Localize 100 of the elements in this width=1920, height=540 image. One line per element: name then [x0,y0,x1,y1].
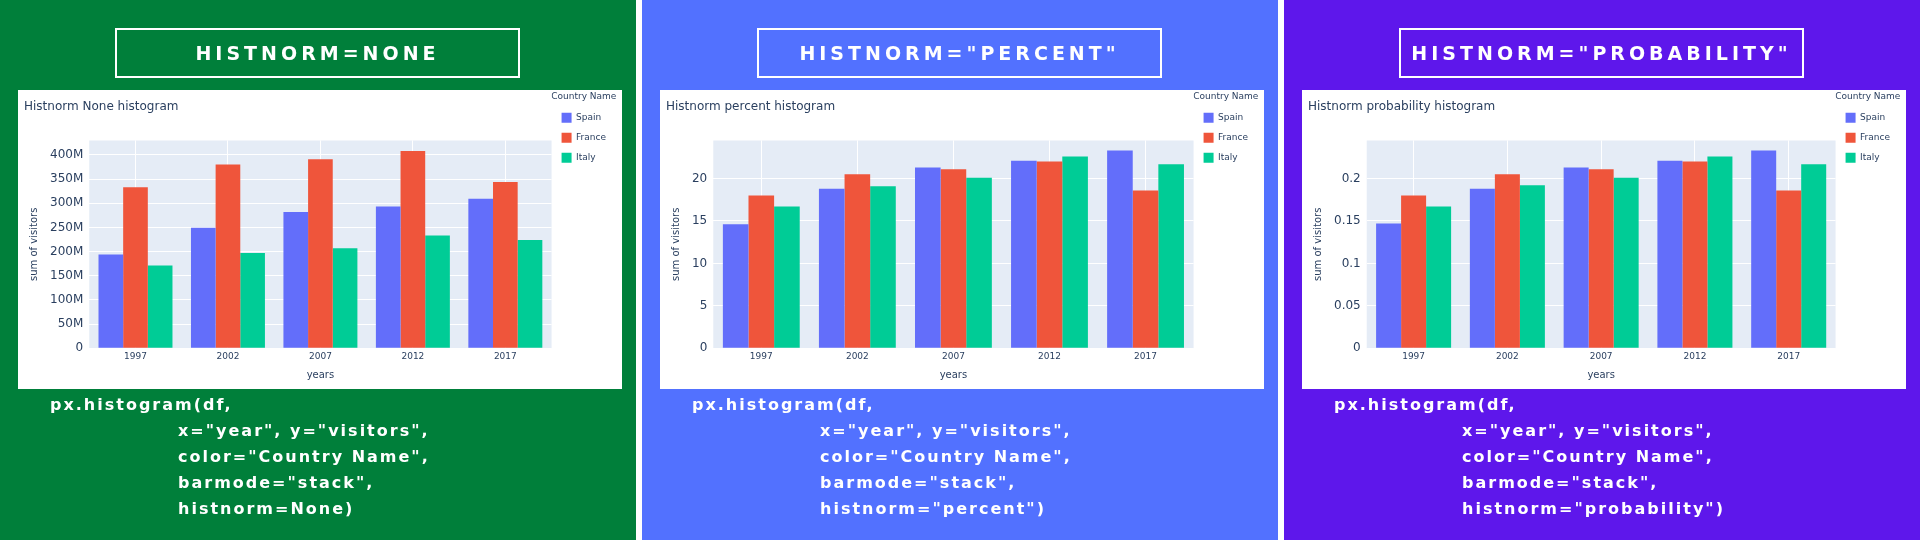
bar [722,224,749,348]
y-axis-title: sum of visitors [27,207,39,281]
y-tick-label: 300M [49,195,84,210]
bar [1107,150,1133,348]
legend-label: France [1860,132,1891,143]
chart-title: Histnorm probability histogram [1308,99,1496,114]
bar [1707,156,1733,348]
x-tick-label: 1997 [124,350,147,361]
x-tick-label: 2002 [1495,350,1519,361]
text: px.histogram(df, x="year", y="visitors", color="Country Name", barmode="stack", histnorm=None) [50,394,430,520]
bar [1469,188,1495,348]
bar [1011,160,1037,348]
bar [870,186,896,348]
bar [1657,160,1683,348]
x-tick-label: 2007 [308,350,332,361]
bar [308,159,333,348]
x-tick-label: 2007 [941,350,965,361]
y-tick-label: 50M [57,316,84,331]
x-tick-label: 2017 [1777,350,1801,361]
bar [966,177,992,348]
y-tick-label: 400M [49,147,84,162]
bar [1036,161,1063,348]
bar [1426,206,1452,348]
legend-label: France [1218,132,1249,143]
x-tick-label: 2012 [1683,350,1707,361]
bar [1776,190,1802,348]
y-tick-label: 350M [49,171,84,186]
x-tick-label: 2002 [845,350,869,361]
x-axis-title: years [1587,368,1615,380]
x-tick-label: 2017 [1134,350,1157,361]
x-tick-label: 2002 [216,350,240,361]
y-tick-label: 15 [691,213,708,228]
y-tick-label: 0.05 [1334,297,1361,312]
bar [774,206,800,348]
y-tick-label: 100M [49,292,84,306]
legend-title: Country Name [1835,90,1901,101]
text: HISTNORM="PROBABILITY" [1399,28,1804,78]
y-tick-label: 150M [49,267,84,282]
bar [940,169,967,348]
bar [123,187,148,348]
bar [1588,169,1614,348]
bar [844,174,871,348]
bar [1132,190,1159,348]
y-tick-label: 0 [75,340,84,355]
bar [98,254,124,348]
bar [468,198,494,348]
bar [1751,150,1777,348]
bar [283,211,309,348]
x-tick-label: 2007 [1589,350,1613,361]
x-axis-title: years [306,368,335,380]
bar [147,265,173,348]
bar [1062,156,1088,348]
bar [400,151,426,348]
legend-label: Spain [1218,112,1244,123]
legend-title: Country Name [551,90,617,101]
y-axis-title: sum of visitors [1311,207,1323,281]
y-tick-label: 0.2 [1341,170,1361,185]
bar [818,188,845,348]
y-axis-title: sum of visitors [669,207,681,281]
bar [1519,185,1545,348]
y-tick-label: 0.1 [1341,255,1361,270]
bar [1563,167,1589,348]
y-tick-label: 5 [699,297,708,312]
bar [332,248,358,348]
bar [1613,177,1639,348]
bar [915,167,941,348]
text: px.histogram(df, x="year", y="visitors", color="Country Name", barmode="stack", histnorm="probability") [1334,394,1725,520]
bar [425,235,450,348]
legend-title: Country Name [1193,90,1259,101]
x-tick-label: 2017 [493,350,517,361]
bar [1682,161,1708,348]
x-axis-title: years [939,368,968,380]
x-tick-label: 1997 [749,350,773,361]
y-tick-label: 0 [1353,340,1361,355]
bar [517,239,543,348]
chart-title: Histnorm percent histogram [666,99,836,114]
text: HISTNORM=NONE [115,28,520,78]
x-tick-label: 2012 [401,350,425,361]
legend-label: Italy [576,152,597,163]
legend-label: Italy [1218,152,1239,163]
bar [1158,164,1184,348]
bar [1376,223,1402,348]
bar [748,195,775,348]
y-tick-label: 20 [691,170,708,185]
y-tick-label: 250M [49,219,84,234]
legend-label: Spain [576,112,602,123]
bar [215,164,241,348]
chart-title: Histnorm None histogram [24,99,179,114]
bar [375,206,401,348]
legend-label: Spain [1860,112,1886,123]
bar [240,253,265,348]
legend-label: Italy [1860,152,1881,163]
bar [1401,195,1427,348]
bar [1801,164,1827,348]
y-tick-label: 0.15 [1334,213,1361,228]
text: px.histogram(df, x="year", y="visitors", color="Country Name", barmode="stack", histnorm="percent") [692,394,1072,520]
bar [493,181,518,348]
bar [1494,174,1520,348]
bar [190,227,216,348]
x-tick-label: 2012 [1038,350,1061,361]
